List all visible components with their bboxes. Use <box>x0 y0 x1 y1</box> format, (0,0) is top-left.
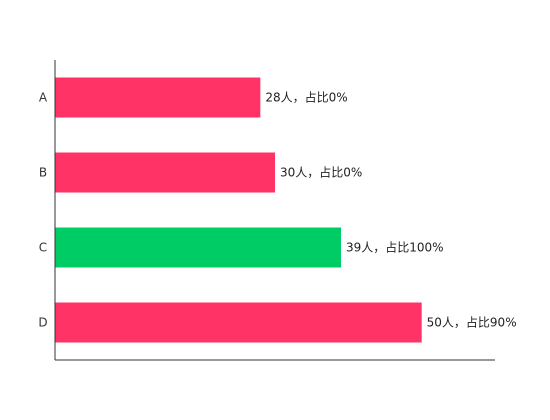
bar-c <box>55 227 341 268</box>
bar-d <box>55 302 422 343</box>
category-labels: A B C D <box>38 91 48 330</box>
category-label-d: D <box>38 316 47 330</box>
bars-group <box>55 77 422 343</box>
bar-b <box>55 152 275 193</box>
data-label-b: 30人，占比0% <box>280 165 362 180</box>
data-label-d: 50人，占比90% <box>427 315 517 330</box>
category-label-a: A <box>39 91 48 105</box>
data-labels: 28人，占比0% 30人，占比0% 39人，占比100% 50人，占比90% <box>265 90 516 330</box>
bar-a <box>55 77 261 118</box>
data-label-c: 39人，占比100% <box>346 240 444 255</box>
category-label-c: C <box>39 241 47 255</box>
category-label-b: B <box>39 166 47 180</box>
data-label-a: 28人，占比0% <box>265 90 347 105</box>
